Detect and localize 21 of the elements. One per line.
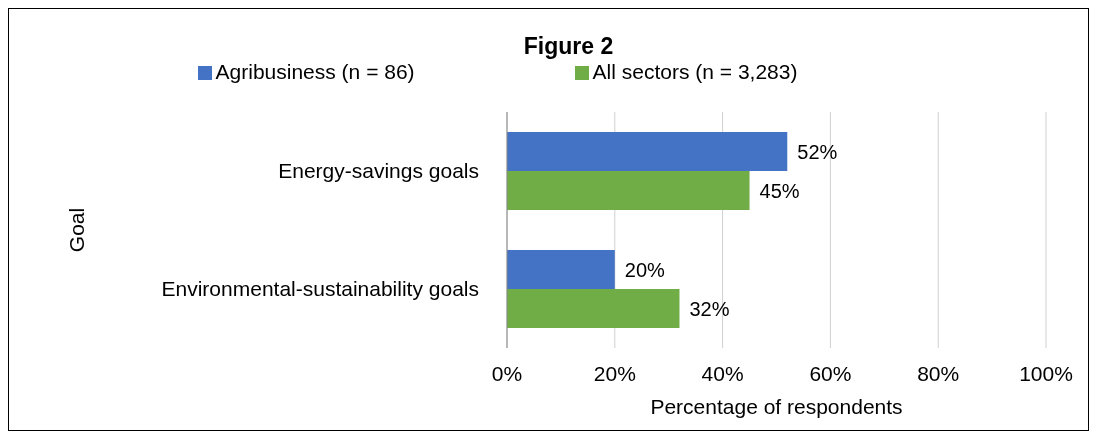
bar <box>507 289 680 329</box>
legend-label: Agribusiness (n = 86) <box>215 60 415 83</box>
x-tick-label: 100% <box>1019 361 1073 385</box>
legend-label: All sectors (n = 3,283) <box>592 60 798 83</box>
data-label: 45% <box>759 179 800 202</box>
bar <box>507 171 750 211</box>
chart-title: Figure 2 <box>522 33 615 60</box>
data-label: 20% <box>624 258 666 281</box>
x-tick-label: 0% <box>491 361 523 385</box>
bar <box>507 250 615 290</box>
x-tick-label: 40% <box>701 361 744 385</box>
data-label: 52% <box>797 140 838 163</box>
y-axis-title: Goal <box>65 207 89 253</box>
data-label: 32% <box>689 297 730 320</box>
y-tick-label: Environmental-sustainability goals <box>161 277 479 301</box>
x-axis-title: Percentage of respondents <box>650 395 903 418</box>
x-tick-label: 80% <box>917 361 960 385</box>
bar <box>507 132 788 172</box>
y-tick-label: Energy-savings goals <box>278 159 479 183</box>
x-tick-label: 20% <box>593 361 636 385</box>
x-tick-label: 60% <box>809 361 852 385</box>
